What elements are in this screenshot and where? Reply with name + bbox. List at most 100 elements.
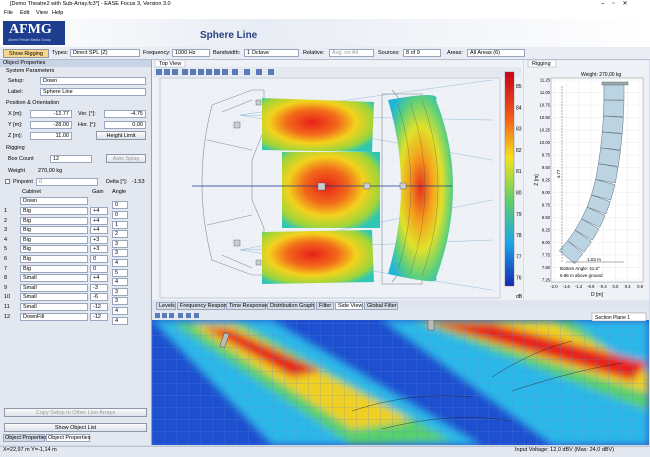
angle-select[interactable]: 1 <box>112 220 128 229</box>
tab[interactable]: Filter <box>316 302 334 310</box>
label-input[interactable]: Sphere Line <box>40 88 146 96</box>
angle-select[interactable]: 4 <box>112 307 128 315</box>
gain-select[interactable]: +3 <box>90 235 108 244</box>
gain-select[interactable]: -12 <box>90 303 108 311</box>
x-tick-label: 0.8 <box>637 284 643 289</box>
tab[interactable]: Frequency Response <box>177 302 232 310</box>
angle-select[interactable]: 0 <box>112 211 128 219</box>
auto-splay-button[interactable]: Auto Splay <box>106 154 146 163</box>
height-limit-button[interactable]: Height Limit <box>96 131 146 140</box>
tab[interactable] <box>154 60 186 68</box>
gain-select[interactable]: +4 <box>90 274 108 283</box>
menu-bar <box>0 9 650 19</box>
gain-select[interactable]: -3 <box>90 283 108 292</box>
fly-bar <box>601 81 629 86</box>
scale-label: 81 <box>516 169 522 175</box>
panel-header <box>0 60 151 67</box>
scale-label: 78 <box>516 233 522 239</box>
height-dimension: 4.77 <box>556 169 561 178</box>
copy-setup-button[interactable]: Copy Setup to Other Line Arrays <box>4 408 147 417</box>
row-index: 1 <box>4 208 8 214</box>
tab[interactable]: Side View <box>335 302 363 310</box>
top-angle[interactable]: 0 <box>112 201 128 209</box>
gain-select[interactable]: +4 <box>90 207 108 215</box>
x-axis-label: D [m] <box>591 292 604 298</box>
toolbar-select[interactable]: 1 Octave <box>244 49 299 57</box>
field-label: Ver. [°]: <box>78 111 96 117</box>
cabinet-shape <box>603 99 625 117</box>
cabinet-select[interactable]: Big <box>20 264 88 273</box>
gain-select[interactable]: +3 <box>90 245 108 254</box>
object-properties-panel: Object Properties System Parameters Setu… <box>0 60 152 445</box>
row-index: 11 <box>4 304 10 310</box>
section-box[interactable] <box>591 312 647 322</box>
pinpoint-select[interactable]: 0 <box>36 178 98 186</box>
tab[interactable]: Global Filter <box>364 302 398 310</box>
toolbar-select[interactable]: 8 of 9 <box>403 49 441 57</box>
heatmap-area <box>262 230 374 284</box>
cabinet-select[interactable]: Big <box>20 235 88 244</box>
cabinet-select[interactable]: Small <box>20 293 88 302</box>
menu-item[interactable]: View <box>36 10 48 16</box>
menu-item[interactable]: Help <box>52 10 64 16</box>
scale-label: 76 <box>516 276 522 282</box>
gain-select[interactable]: +4 <box>90 226 108 235</box>
tab[interactable]: Object Properties <box>46 434 91 442</box>
box-count-select[interactable]: 12 <box>50 155 92 163</box>
toolbar-icons[interactable] <box>156 69 274 75</box>
top-cabinet[interactable]: Down <box>20 197 88 205</box>
gain-select[interactable]: 0 <box>90 255 108 263</box>
cabinet-select[interactable]: Big <box>20 226 88 235</box>
pinpoint-checkbox[interactable] <box>5 179 10 184</box>
tab[interactable]: Distribution Graph <box>267 302 315 310</box>
angle-select[interactable]: 3 <box>112 297 128 306</box>
angle-select[interactable]: 4 <box>112 316 128 325</box>
scale-label: 85 <box>516 84 522 90</box>
x-tick-label: 0.0 <box>613 284 619 289</box>
show-object-list-button[interactable]: Show Object List <box>4 423 147 432</box>
menu-item[interactable]: Edit <box>20 10 30 16</box>
gain-select[interactable]: +4 <box>90 216 108 225</box>
angle-select[interactable]: 3 <box>112 249 128 258</box>
y-input[interactable]: -28.00 <box>30 121 72 129</box>
menu-item[interactable]: File <box>4 10 13 16</box>
cabinet-select[interactable]: Big <box>20 216 88 225</box>
angle-select[interactable]: 4 <box>112 259 128 267</box>
tab[interactable]: Object Properties <box>3 434 48 442</box>
tab[interactable]: Time Response <box>226 302 267 310</box>
toolbar-select[interactable]: Avg. on All <box>329 49 374 57</box>
toolbar-icons[interactable] <box>155 313 199 318</box>
cabinet-shape <box>603 83 625 101</box>
gain-select[interactable]: 0 <box>90 264 108 273</box>
angle-select[interactable]: 3 <box>112 287 128 296</box>
cabinet-select[interactable]: DownFill <box>20 312 88 321</box>
field-label: Label: <box>8 89 23 95</box>
window-controls[interactable]: –▫✕ <box>601 1 636 7</box>
y-tick-label: 8.00 <box>542 240 551 245</box>
hor-input[interactable]: 0.00 <box>104 121 146 129</box>
gain-select[interactable]: -6 <box>90 293 108 302</box>
setup-select[interactable]: Down <box>40 77 146 85</box>
ver-input[interactable]: -4.75 <box>104 110 146 118</box>
x-input[interactable]: -12.77 <box>30 110 72 118</box>
toolbar-select[interactable]: All Areas (6) <box>467 49 525 57</box>
show-rigging-button[interactable]: Show Rigging <box>3 49 49 58</box>
angle-select[interactable]: 4 <box>112 278 128 287</box>
cabinet-select[interactable]: Big <box>20 245 88 254</box>
toolbar-select[interactable]: Direct SPL (Z) <box>70 49 140 57</box>
gain-select[interactable]: -12 <box>90 312 108 321</box>
toolbar-select[interactable]: 1000 Hz <box>172 49 210 57</box>
tab[interactable]: Levels <box>156 302 176 310</box>
z-input[interactable]: 11.00 <box>30 132 72 140</box>
angle-select[interactable]: 5 <box>112 268 128 277</box>
y-tick-label: 9.75 <box>542 153 551 158</box>
cabinet-select[interactable]: Small <box>20 283 88 292</box>
angle-select[interactable]: 2 <box>112 230 128 239</box>
tab[interactable] <box>527 60 557 68</box>
cabinet-select[interactable]: Big <box>20 255 88 263</box>
cabinet-select[interactable]: Big <box>20 207 88 215</box>
cabinet-select[interactable]: Small <box>20 274 88 283</box>
angle-select[interactable]: 3 <box>112 239 128 248</box>
column-header: Gain <box>92 189 104 195</box>
cabinet-select[interactable]: Small <box>20 303 88 311</box>
